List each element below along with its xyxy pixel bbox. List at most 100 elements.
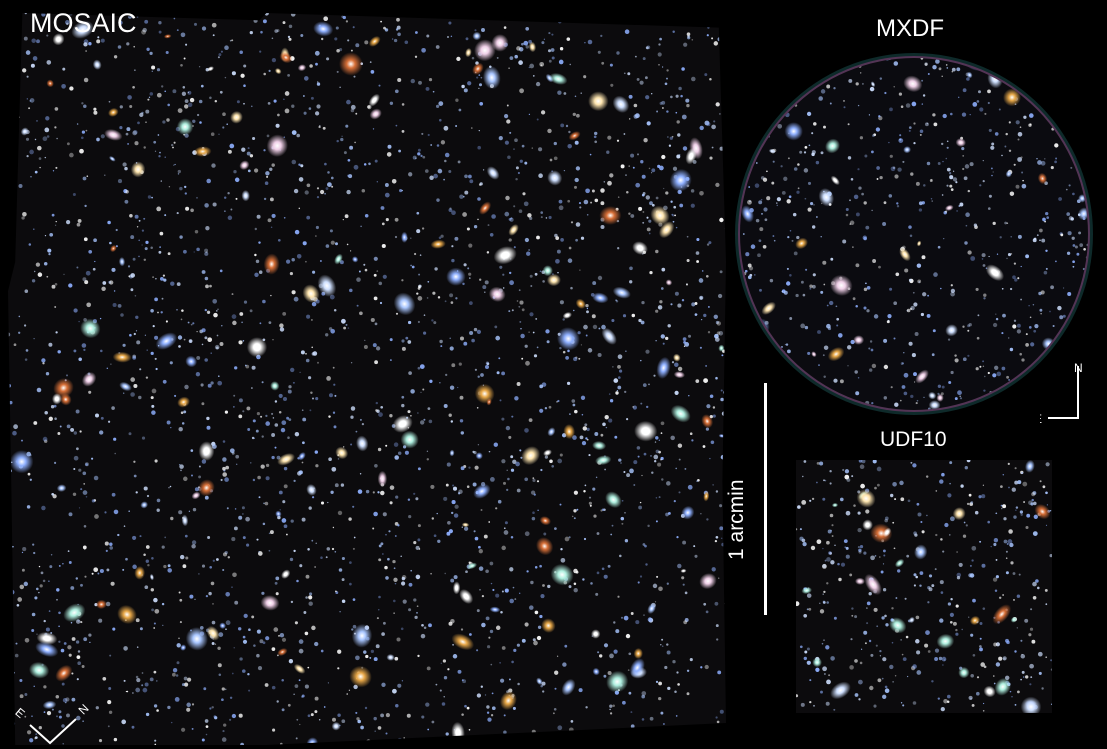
faint-galaxy <box>557 271 559 274</box>
faint-galaxy <box>429 175 434 181</box>
faint-galaxy <box>469 301 473 305</box>
faint-galaxy <box>956 67 961 72</box>
faint-galaxy <box>143 217 146 220</box>
faint-galaxy <box>656 575 659 578</box>
faint-galaxy <box>370 649 374 653</box>
faint-galaxy <box>777 123 783 129</box>
faint-galaxy <box>694 554 698 558</box>
faint-galaxy <box>528 113 531 116</box>
faint-galaxy <box>258 241 261 244</box>
faint-galaxy <box>649 201 653 206</box>
faint-galaxy <box>418 273 421 276</box>
faint-galaxy <box>776 204 779 207</box>
faint-galaxy <box>329 393 333 398</box>
faint-galaxy <box>715 716 718 719</box>
faint-galaxy <box>46 60 52 65</box>
faint-galaxy <box>374 463 378 468</box>
faint-galaxy <box>278 393 283 398</box>
udf10-title: UDF10 <box>880 428 947 451</box>
faint-galaxy <box>611 524 614 527</box>
faint-galaxy <box>1015 506 1019 509</box>
faint-galaxy <box>125 690 128 693</box>
bright-galaxy <box>656 356 671 379</box>
faint-galaxy <box>423 626 427 629</box>
faint-galaxy <box>149 677 154 682</box>
faint-galaxy <box>632 405 637 410</box>
faint-galaxy <box>239 657 243 661</box>
faint-galaxy <box>357 719 362 724</box>
faint-galaxy <box>455 98 459 102</box>
faint-galaxy <box>479 101 484 106</box>
faint-galaxy <box>511 309 514 312</box>
faint-galaxy <box>487 717 492 722</box>
faint-galaxy <box>119 105 123 109</box>
faint-galaxy <box>854 370 858 374</box>
faint-galaxy <box>253 644 256 647</box>
faint-galaxy <box>891 641 894 644</box>
faint-galaxy <box>1041 90 1046 95</box>
faint-galaxy <box>528 418 533 422</box>
faint-galaxy <box>72 492 77 497</box>
faint-galaxy <box>1081 301 1083 304</box>
faint-galaxy <box>559 300 564 305</box>
faint-galaxy <box>142 687 148 693</box>
faint-galaxy <box>666 77 668 80</box>
faint-galaxy <box>136 340 141 345</box>
faint-galaxy <box>221 698 224 702</box>
faint-galaxy <box>454 504 459 509</box>
faint-galaxy <box>876 166 880 170</box>
faint-galaxy <box>890 166 896 172</box>
faint-galaxy <box>447 520 451 525</box>
faint-galaxy <box>291 258 295 262</box>
faint-galaxy <box>132 257 136 261</box>
faint-galaxy <box>599 731 604 736</box>
bright-galaxy <box>281 569 291 579</box>
faint-galaxy <box>500 678 505 683</box>
faint-galaxy <box>915 181 920 186</box>
faint-galaxy <box>749 392 754 397</box>
faint-galaxy <box>264 683 269 687</box>
faint-galaxy <box>393 577 398 582</box>
faint-galaxy <box>363 345 368 349</box>
faint-galaxy <box>844 469 850 474</box>
bright-galaxy <box>63 603 86 623</box>
faint-galaxy <box>822 354 825 357</box>
faint-galaxy <box>350 415 354 419</box>
faint-galaxy <box>638 505 643 510</box>
faint-galaxy <box>987 371 990 375</box>
faint-galaxy <box>388 530 391 533</box>
faint-galaxy <box>235 454 240 459</box>
faint-galaxy <box>340 137 344 142</box>
faint-galaxy <box>472 482 477 487</box>
faint-galaxy <box>40 571 44 575</box>
faint-galaxy <box>34 737 37 740</box>
bright-galaxy <box>612 286 631 299</box>
mosaic-compass: E N <box>12 701 92 745</box>
bright-galaxy <box>650 205 670 226</box>
faint-galaxy <box>902 362 904 364</box>
faint-galaxy <box>212 559 215 562</box>
faint-galaxy <box>34 736 38 739</box>
faint-galaxy <box>142 27 147 33</box>
faint-galaxy <box>180 411 184 414</box>
faint-galaxy <box>240 73 245 78</box>
faint-galaxy <box>520 333 525 339</box>
faint-galaxy <box>267 218 272 223</box>
faint-galaxy <box>304 631 309 636</box>
faint-galaxy <box>346 243 349 246</box>
faint-galaxy <box>41 358 46 363</box>
faint-galaxy <box>66 220 71 225</box>
faint-galaxy <box>132 85 135 89</box>
faint-galaxy <box>91 499 96 503</box>
faint-galaxy <box>507 155 511 159</box>
faint-galaxy <box>486 362 490 366</box>
faint-galaxy <box>476 76 479 79</box>
faint-galaxy <box>133 383 138 389</box>
faint-galaxy <box>458 362 462 366</box>
faint-galaxy <box>385 576 389 580</box>
faint-galaxy <box>869 368 873 372</box>
faint-galaxy <box>1025 343 1029 347</box>
faint-galaxy <box>1022 179 1024 182</box>
faint-galaxy <box>58 564 61 567</box>
faint-galaxy <box>857 546 860 549</box>
